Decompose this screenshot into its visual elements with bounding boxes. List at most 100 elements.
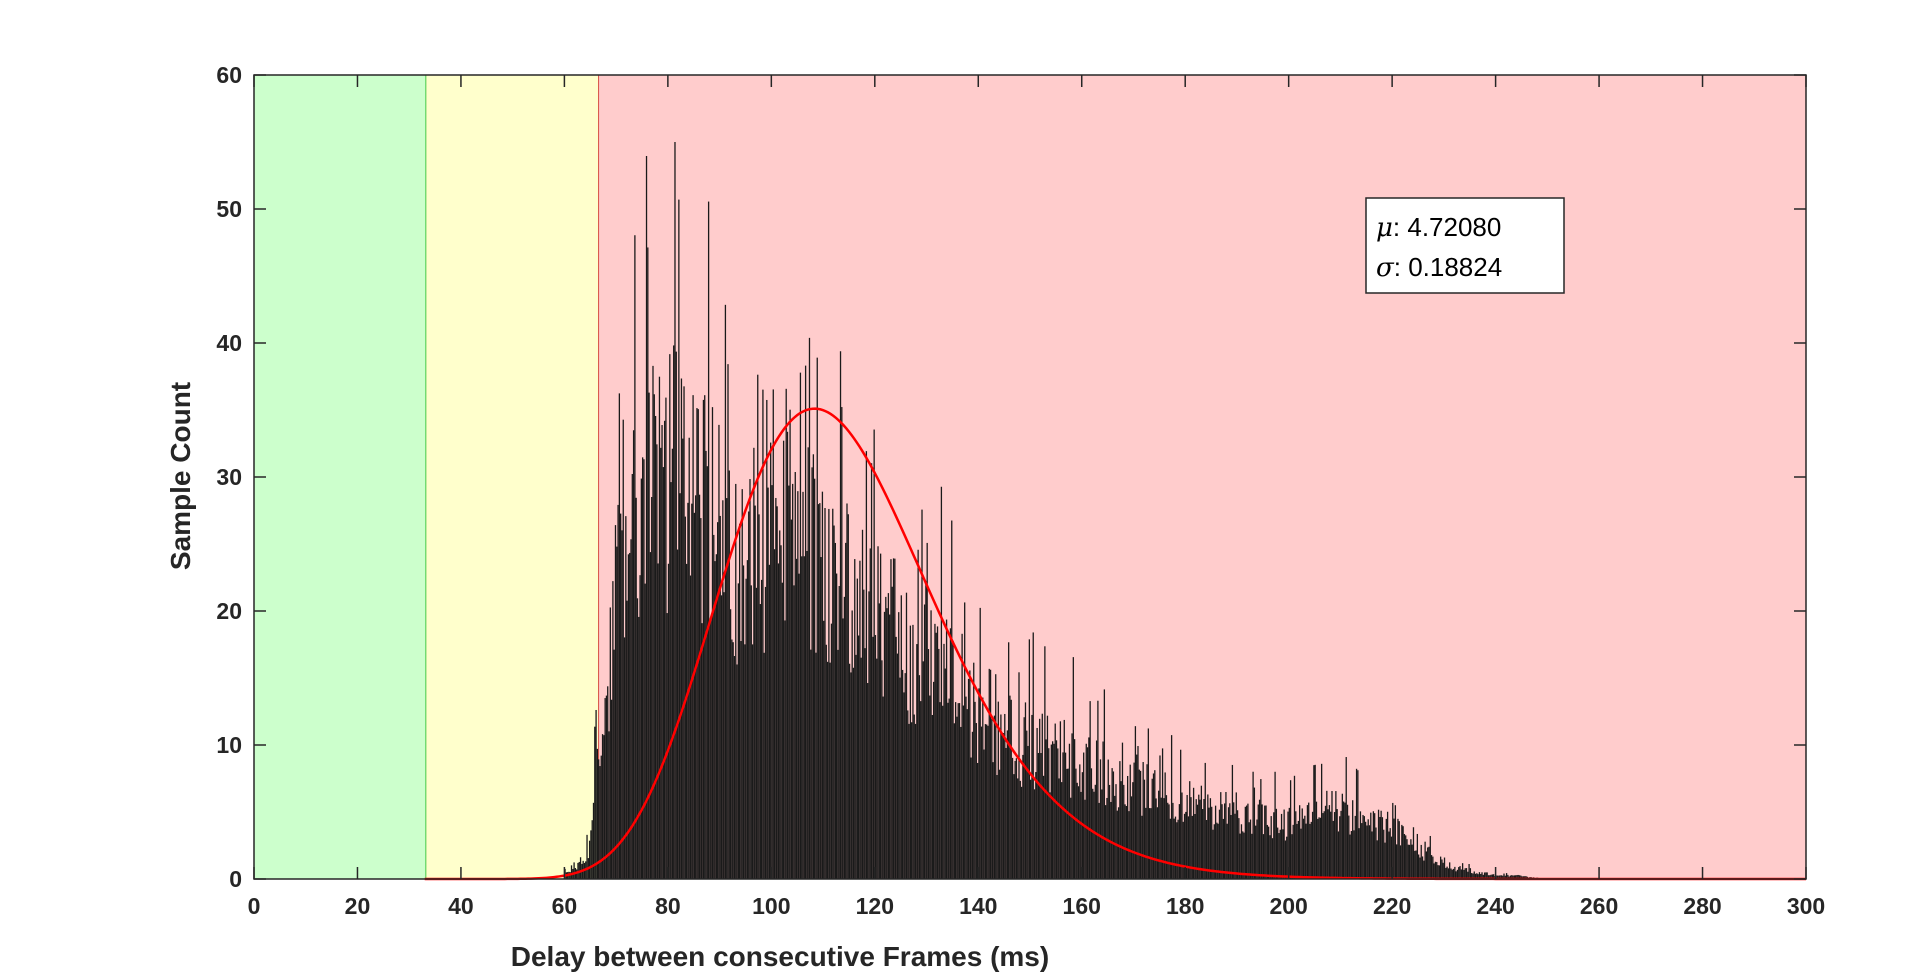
sigma-symbol: σ: [1376, 253, 1395, 283]
histogram-bar: [1489, 875, 1491, 879]
histogram-bar: [1449, 862, 1451, 879]
histogram-bar: [1299, 805, 1301, 879]
histogram-bar: [642, 457, 644, 879]
histogram-bar: [1006, 730, 1009, 879]
histogram-bar: [1005, 747, 1007, 879]
histogram-bar: [914, 723, 917, 879]
histogram-bar: [1257, 804, 1259, 879]
histogram-bar: [719, 515, 721, 879]
histogram-bar: [700, 518, 702, 879]
histogram-bar: [1128, 811, 1130, 879]
histogram-bar: [1167, 802, 1169, 879]
x-tick-label: 120: [856, 893, 894, 919]
histogram-bar: [771, 485, 773, 879]
histogram-bar: [1048, 748, 1050, 879]
histogram-bar: [1410, 839, 1412, 879]
histogram-bar: [1341, 793, 1343, 879]
histogram-bar: [889, 614, 891, 879]
histogram-bar: [1348, 815, 1350, 879]
histogram-bar: [821, 491, 824, 879]
histogram-bar: [876, 658, 878, 879]
histogram-bar: [1178, 804, 1181, 879]
histogram-bar: [965, 696, 967, 879]
histogram-bar: [669, 354, 671, 879]
histogram-bar: [588, 840, 591, 879]
x-tick-label: 60: [552, 893, 578, 919]
histogram-bar: [1134, 726, 1137, 879]
histogram-bar: [1346, 804, 1349, 879]
histogram-bar: [976, 762, 979, 879]
histogram-bar: [841, 407, 843, 879]
histogram-bar: [1020, 786, 1023, 879]
histogram-bar: [1516, 875, 1518, 879]
histogram-bar: [986, 724, 988, 879]
histogram-bar: [638, 616, 640, 879]
histogram-bar: [1398, 821, 1400, 879]
histogram-bar: [604, 698, 606, 879]
histogram-bar: [1120, 781, 1122, 879]
histogram-bar: [1401, 824, 1403, 879]
histogram-bar: [1220, 792, 1222, 879]
histogram-bar: [1187, 816, 1190, 879]
histogram-bar: [1267, 826, 1270, 879]
histogram-bar: [705, 450, 707, 879]
histogram-bar: [958, 703, 961, 879]
histogram-bar: [762, 389, 764, 879]
histogram-bar: [1089, 701, 1091, 879]
histogram-bar: [1145, 807, 1147, 879]
histogram-bar: [1469, 868, 1472, 879]
histogram-bar: [1467, 871, 1469, 879]
histogram-bar: [829, 662, 831, 879]
histogram-bar: [1035, 772, 1037, 879]
histogram-bar: [1430, 855, 1433, 879]
histogram-bar: [1439, 856, 1442, 879]
histogram-bar: [970, 757, 972, 879]
histogram-bar: [1156, 807, 1159, 879]
x-tick-label: 240: [1476, 893, 1514, 919]
histogram-bar: [595, 709, 597, 879]
histogram-bar: [773, 549, 776, 879]
histogram-bar: [723, 592, 725, 879]
histogram-bar: [935, 632, 937, 879]
histogram-bar: [1242, 831, 1244, 879]
histogram-bar: [1277, 827, 1279, 879]
histogram-bar: [1130, 796, 1133, 879]
histogram-bar: [1234, 813, 1236, 879]
histogram-bar: [1503, 873, 1505, 879]
histogram-bar: [931, 714, 933, 879]
histogram-bar: [942, 705, 944, 879]
histogram-bar: [782, 440, 785, 879]
histogram-bar: [665, 397, 667, 879]
histogram-bar: [573, 862, 575, 879]
histogram-bar: [663, 420, 666, 879]
histogram-bar: [1270, 816, 1272, 879]
histogram-bar: [1238, 818, 1240, 879]
histogram-bar: [1099, 759, 1102, 879]
histogram-bar: [697, 409, 699, 879]
histogram-bar: [1405, 835, 1407, 879]
histogram-bar: [905, 592, 908, 879]
histogram-bar: [947, 702, 949, 879]
histogram-bar: [1522, 876, 1525, 879]
histogram-bar: [1436, 862, 1438, 879]
histogram-bar: [823, 620, 825, 879]
histogram-bar: [691, 503, 693, 879]
histogram-bar: [1247, 803, 1249, 879]
histogram-bar: [1397, 818, 1399, 879]
histogram-bar: [816, 357, 818, 879]
histogram-bar: [1317, 818, 1319, 879]
histogram-bar: [1251, 833, 1253, 879]
histogram-bar: [1023, 717, 1025, 879]
histogram-bar: [1177, 819, 1179, 879]
histogram-bar: [759, 604, 761, 879]
histogram-bar: [1330, 811, 1332, 879]
histogram-bar: [1169, 818, 1171, 879]
x-tick-label: 260: [1580, 893, 1618, 919]
histogram-bar: [895, 636, 897, 879]
histogram-bar: [1269, 835, 1271, 879]
histogram-bar: [1394, 805, 1397, 879]
histogram-bar: [1392, 802, 1394, 879]
histogram-bar: [1282, 829, 1284, 879]
histogram-bar: [1004, 713, 1006, 879]
histogram-bar: [1512, 875, 1514, 879]
